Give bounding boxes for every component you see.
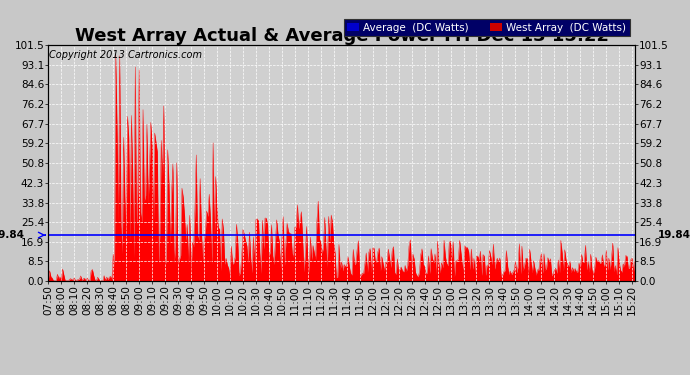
- Text: 19.84: 19.84: [0, 230, 25, 240]
- Text: Copyright 2013 Cartronics.com: Copyright 2013 Cartronics.com: [50, 50, 202, 60]
- Title: West Array Actual & Average Power Fri Dec 13 15:22: West Array Actual & Average Power Fri De…: [75, 27, 609, 45]
- Legend: Average  (DC Watts), West Array  (DC Watts): Average (DC Watts), West Array (DC Watts…: [344, 20, 629, 36]
- Text: 19.84: 19.84: [658, 230, 690, 240]
